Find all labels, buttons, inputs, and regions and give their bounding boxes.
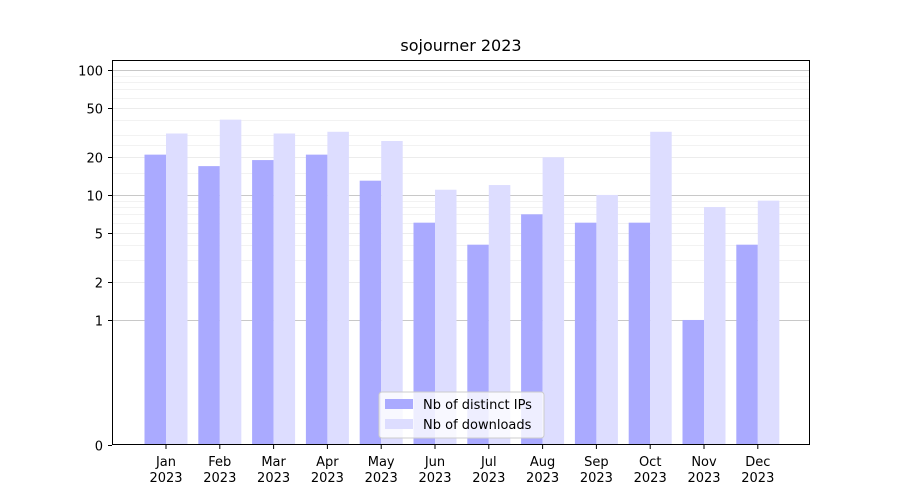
- y-tick-label: 100: [78, 65, 103, 80]
- y-tick-label: 0: [95, 440, 103, 455]
- bar-distinct-ips: [682, 319, 704, 445]
- chart-title: sojourner 2023: [400, 36, 521, 55]
- bar-distinct-ips: [574, 222, 597, 445]
- x-tick-label-month: May: [368, 455, 395, 470]
- x-tick-label-year: 2023: [257, 471, 290, 486]
- x-tick-label-year: 2023: [580, 471, 613, 486]
- x-tick-label-year: 2023: [687, 471, 720, 486]
- bar-downloads: [488, 185, 511, 445]
- x-tick-label-month: Sep: [584, 455, 609, 470]
- legend-label: Nb of distinct IPs: [423, 398, 532, 413]
- bar-distinct-ips: [198, 166, 220, 445]
- bar-distinct-ips: [305, 154, 328, 446]
- bar-distinct-ips: [521, 214, 543, 445]
- plot-frame: [112, 60, 810, 445]
- x-tick-label-month: Dec: [745, 455, 770, 470]
- bar-downloads: [327, 131, 349, 445]
- y-tick-label: 1: [95, 315, 103, 330]
- x-tick-label-month: Jul: [480, 455, 497, 470]
- legend-label: Nb of downloads: [423, 418, 532, 433]
- bar-distinct-ips: [144, 154, 166, 446]
- bar-downloads: [704, 207, 726, 445]
- legend: Nb of distinct IPs Nb of downloads: [378, 391, 545, 439]
- y-tick-label: 20: [86, 152, 103, 167]
- x-tick-label-year: 2023: [741, 471, 774, 486]
- y-tick-label: 2: [95, 277, 103, 292]
- legend-swatch: [385, 419, 413, 429]
- bar-distinct-ips: [252, 160, 274, 445]
- legend-box: [378, 391, 545, 439]
- x-tick-label-year: 2023: [311, 471, 344, 486]
- x-tick-label-month: Aug: [530, 455, 555, 470]
- x-tick-label-year: 2023: [418, 471, 451, 486]
- x-tick-label-year: 2023: [149, 471, 182, 486]
- bar-downloads: [219, 119, 242, 446]
- bar-downloads: [381, 140, 403, 445]
- x-tick-label-year: 2023: [526, 471, 559, 486]
- bars: [144, 119, 780, 446]
- legend-swatch: [385, 399, 413, 409]
- x-tick-label-month: Apr: [316, 455, 339, 470]
- x-tick-label-month: Feb: [208, 455, 231, 470]
- x-axis-ticks: Jan2023Feb2023Mar2023Apr2023May2023Jun20…: [149, 445, 774, 486]
- x-tick-label-year: 2023: [472, 471, 505, 486]
- x-tick-label-year: 2023: [634, 471, 667, 486]
- bar-distinct-ips: [413, 222, 435, 445]
- y-tick-label: 10: [86, 190, 103, 205]
- y-tick-label: 5: [95, 228, 103, 243]
- x-tick-label-month: Jan: [155, 455, 176, 470]
- y-axis-ticks: 0 1 2 5 10 20 50 100: [78, 65, 112, 455]
- bar-distinct-ips: [628, 222, 651, 445]
- x-tick-label-year: 2023: [203, 471, 236, 486]
- y-tick-label: 50: [86, 103, 103, 118]
- bar-downloads: [757, 200, 780, 445]
- x-tick-label-month: Oct: [639, 455, 661, 470]
- x-tick-label-month: Jun: [424, 455, 445, 470]
- bar-downloads: [435, 189, 457, 445]
- x-tick-label-month: Mar: [261, 455, 286, 470]
- bar-downloads: [542, 157, 565, 445]
- bar-distinct-ips: [359, 180, 382, 445]
- x-tick-label-year: 2023: [365, 471, 398, 486]
- bar-downloads: [596, 194, 618, 445]
- bar-downloads: [166, 133, 188, 445]
- bar-downloads: [273, 133, 296, 445]
- bar-downloads: [650, 131, 672, 445]
- x-tick-label-month: Nov: [691, 455, 717, 470]
- bar-distinct-ips: [736, 244, 758, 445]
